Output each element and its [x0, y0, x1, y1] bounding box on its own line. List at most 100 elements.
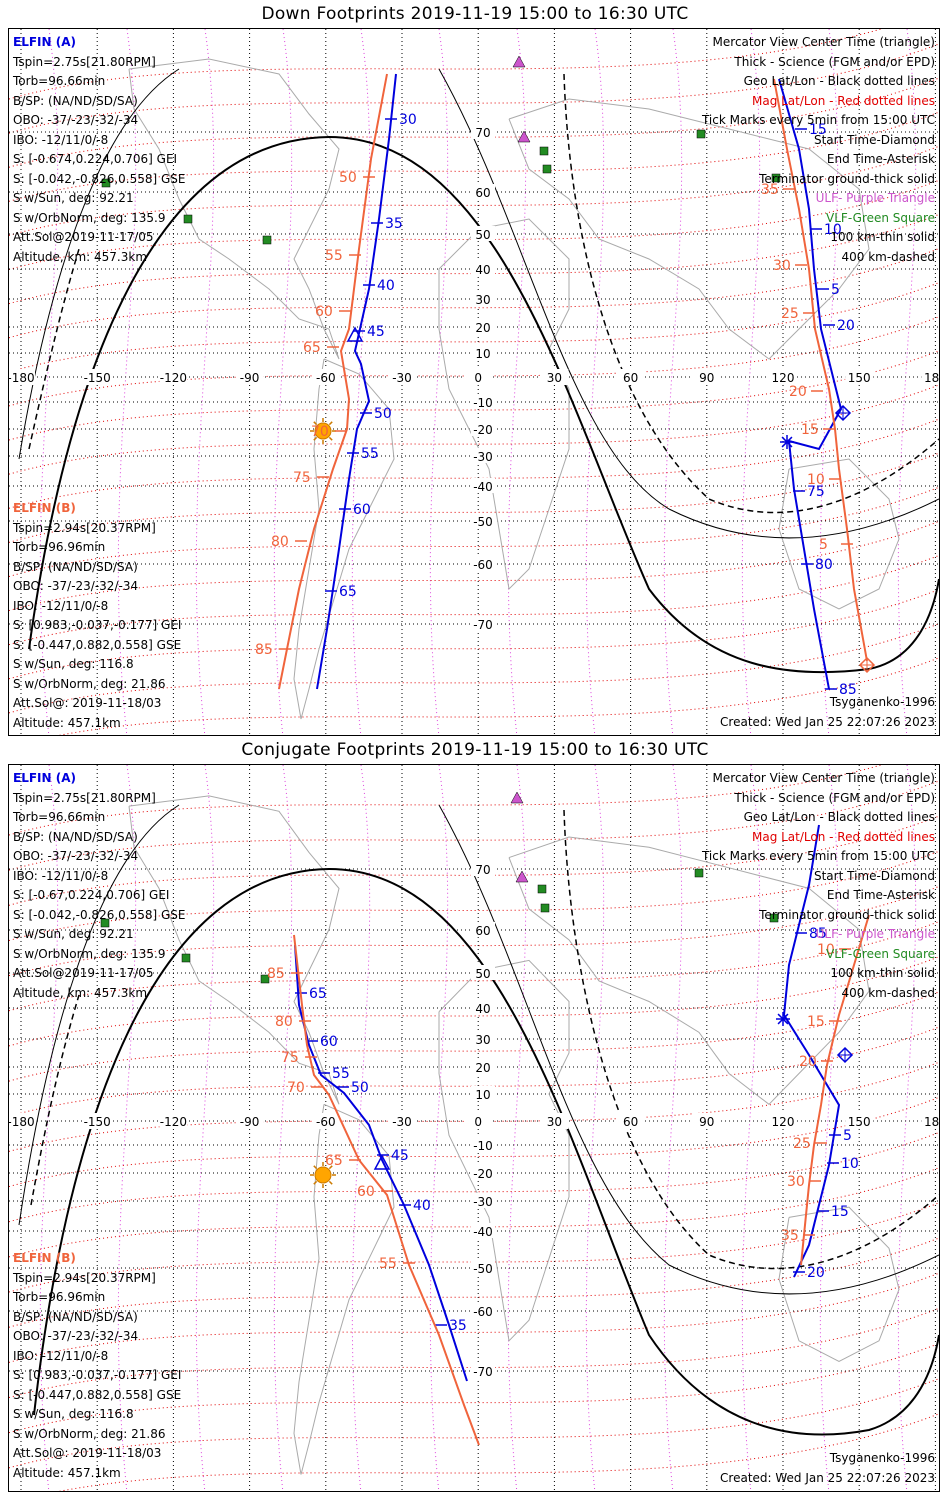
magnetic-latitude-line [9, 921, 939, 1012]
track-time-label: 60 [320, 1034, 338, 1050]
ulf-station-triangle [512, 55, 526, 68]
magnetic-latitude-line [9, 213, 939, 305]
legend-item: VLF-Green Square [826, 210, 935, 225]
track-time-label: 80 [271, 534, 289, 550]
track-time-label: 20 [837, 318, 855, 334]
vlf-station-square [694, 868, 704, 878]
info-line: S w/Sun, deg: 92.21 [13, 927, 134, 941]
latitude-label: 40 [475, 1002, 490, 1016]
track-time-label: 30 [399, 112, 417, 128]
info-line: S w/OrbNorm, deg: 135.9 [13, 946, 166, 961]
coastline [438, 218, 570, 591]
lat-label-bg [471, 421, 495, 436]
info-line: Tspin=2.94s[20.37RPM] [13, 520, 156, 535]
lon-label-bg [9, 369, 35, 385]
magnetic-longitude-line [507, 29, 527, 735]
magnetic-latitude-line [9, 452, 939, 543]
legend-conjugate: Mercator View Center Time (triangle) Thi… [702, 769, 935, 1003]
latitude-label: 60 [475, 186, 490, 200]
coastline [293, 1103, 395, 1475]
track-time-label: 80 [815, 557, 833, 573]
track-time-label: 25 [793, 1136, 811, 1152]
lon-label-bg [540, 1113, 569, 1129]
info-line: B/SP: (NA/ND/SD/SA) [13, 559, 138, 574]
magnetic-latitude-line [9, 418, 939, 509]
legend-item: Geo Lat/Lon - Black dotted lines [743, 74, 935, 88]
latitude-label: 10 [475, 347, 490, 361]
magnetic-latitude-line [9, 1202, 939, 1293]
magnetic-latitude-line [9, 1096, 939, 1188]
terminator-400km [563, 73, 939, 514]
lon-label-bg [9, 1113, 35, 1129]
vlf-station-square [696, 129, 706, 139]
track-time-label: 20 [799, 1054, 817, 1070]
sun-icon [314, 422, 332, 440]
terminator-400km [563, 809, 939, 1270]
info-line: IBO: -12/11/0/-8 [13, 868, 109, 883]
sun-ray [313, 436, 318, 441]
end-time-asterisk [781, 436, 793, 448]
info-line: Tspin=2.75s[21.80RPM] [13, 54, 156, 69]
magnetic-latitude-line [9, 1167, 939, 1258]
track-time-label: 5 [843, 1128, 852, 1144]
magnetic-longitude-line [117, 29, 137, 735]
magnetic-longitude-line [741, 29, 761, 735]
longitude-label: -180 [9, 1115, 35, 1129]
latitude-label: 20 [475, 321, 490, 335]
coastline [508, 836, 870, 1105]
vlf-station-square [540, 903, 550, 913]
panel-title-down: Down Footprints 2019-11-19 15:00 to 16:3… [261, 4, 689, 24]
magnetic-latitude-line [9, 1272, 939, 1363]
latitude-label: 70 [475, 126, 490, 140]
latitude-label: 40 [475, 263, 490, 277]
track-time-label: 50 [351, 1080, 369, 1096]
magnetic-longitude-line [819, 29, 839, 735]
legend-item: 100 km-thin solid [830, 230, 935, 244]
info-line: OBO: -37/-23/-32/-34 [13, 579, 139, 593]
track-time-label: 10 [824, 222, 842, 238]
lat-label-bg [471, 616, 495, 631]
lon-label-bg [235, 1113, 264, 1129]
magnetic-latitude-line [9, 43, 939, 134]
elfin-b-track-east [800, 914, 870, 1266]
magnetic-longitude-line [39, 765, 59, 1491]
longitude-label: -60 [316, 1115, 336, 1129]
sun-icon [314, 1166, 332, 1184]
lon-label-bg [769, 1113, 797, 1129]
track-time-label: 20 [789, 384, 807, 400]
longitude-label: 30 [547, 371, 562, 385]
elfin-b-track [278, 73, 388, 690]
elfin-a-track [316, 73, 397, 690]
track-time-label: 55 [332, 1066, 350, 1082]
legend-item: Start Time-Diamond [813, 868, 935, 883]
lon-label-bg [921, 1113, 939, 1129]
lat-label-bg [471, 184, 495, 199]
track-time-label: 75 [293, 470, 311, 486]
lat-label-bg [471, 1363, 495, 1378]
lon-label-bg [692, 369, 721, 385]
sun-ray [313, 1180, 318, 1185]
elfin-a-info-conjugate: ELFIN (A) Tspin=2.75s[21.80RPM] Torb=96.… [13, 769, 186, 1003]
info-line: Torb=96.96min [13, 1290, 106, 1304]
terminator-400km [30, 994, 80, 1206]
latitude-label: -70 [473, 618, 493, 632]
track-time-label: 10 [841, 1156, 859, 1172]
info-line: S: [-0.042,-0.826,0.558] GSE [13, 171, 186, 186]
elfin-b-info-down: ELFIN (B) Tspin=2.94s[20.37RPM] Torb=96.… [13, 499, 181, 733]
vlf-station-square [101, 178, 111, 188]
legend-item: Thick - Science (FGM and/or EPD) [734, 54, 935, 69]
longitude-label: 120 [772, 1115, 795, 1129]
latitude-label: -50 [473, 515, 493, 529]
track-time-label: 10 [807, 472, 825, 488]
longitude-label: -120 [160, 371, 187, 385]
elfin-b-header: ELFIN (B) [13, 1251, 76, 1265]
lon-label-bg [845, 1113, 874, 1129]
ulf-station-triangle [515, 870, 529, 883]
track-time-label: 40 [377, 278, 395, 294]
sun-ray [328, 1165, 333, 1170]
info-line: S w/Sun, deg: 116.8 [13, 1407, 134, 1421]
track-time-label: 65 [325, 1153, 343, 1169]
lon-label-bg [769, 369, 797, 385]
magnetic-longitude-line [429, 29, 449, 735]
lat-label-bg [471, 556, 495, 571]
